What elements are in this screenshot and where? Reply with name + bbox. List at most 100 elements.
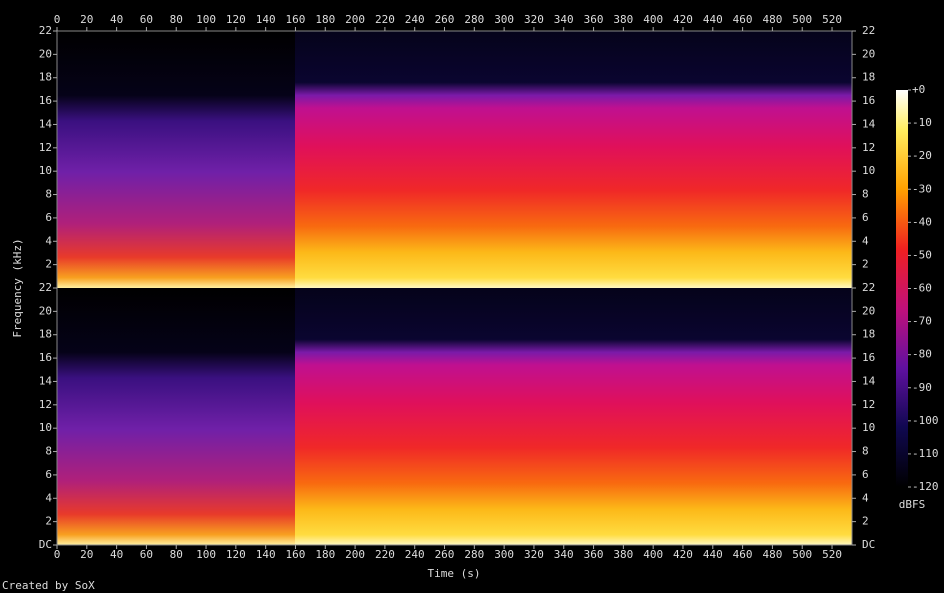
y-tick-label-right: 18 (862, 328, 875, 341)
channel-1-image (57, 31, 852, 288)
x-tick-label-top: 460 (733, 13, 753, 26)
y-axis-label: Frequency (kHz) (11, 238, 24, 337)
x-tick-label-top: 20 (80, 13, 93, 26)
footer: Created by SoX (2, 579, 95, 592)
y-tick-label-left: 20 (39, 304, 52, 317)
x-tick-label-top: 360 (584, 13, 604, 26)
y-tick-label-left: 8 (45, 445, 52, 458)
y-tick-label-left: 6 (45, 211, 52, 224)
colorbar-tick-label: -30 (912, 182, 932, 195)
colorbar-tick-label: -40 (912, 215, 932, 228)
y-tick-label-left: 20 (39, 47, 52, 60)
y-tick-label-right: 10 (862, 164, 875, 177)
y-tick-label-right: 8 (862, 188, 869, 201)
x-tick-label-top: 280 (464, 13, 484, 26)
colorbar-tick-label: -90 (912, 381, 932, 394)
y-tick-label-left: 18 (39, 71, 52, 84)
x-tick-label-top: 500 (792, 13, 812, 26)
y-tick-label-right: 2 (862, 515, 869, 528)
y-tick-label-left: 10 (39, 421, 52, 434)
colorbar-tick-label: -20 (912, 149, 932, 162)
y-tick-label-left: 2 (45, 258, 52, 271)
y-tick-label-right: 2 (862, 258, 869, 271)
x-tick-label-bottom: 60 (140, 548, 153, 561)
y-tick-label-right: 8 (862, 445, 869, 458)
x-tick-label-top: 140 (256, 13, 276, 26)
x-tick-label-top: 180 (315, 13, 335, 26)
x-tick-label-bottom: 40 (110, 548, 123, 561)
y-tick-label-right: 10 (862, 421, 875, 434)
x-tick-label-bottom: 420 (673, 548, 693, 561)
y-tick-label-right: 6 (862, 211, 869, 224)
colorbar-tick-label: -70 (912, 315, 932, 328)
x-tick-label-top: 120 (226, 13, 246, 26)
y-tick-label-right: 16 (862, 351, 875, 364)
y-tick-label-left: 4 (45, 491, 52, 504)
y-tick-label-left: 22 (39, 281, 52, 294)
x-tick-label-top: 260 (435, 13, 455, 26)
x-tick-label-bottom: 400 (643, 548, 663, 561)
y-tick-label-right: 4 (862, 491, 869, 504)
x-tick-label-top: 240 (405, 13, 425, 26)
channel-2-image (57, 288, 852, 545)
x-tick-label-bottom: 200 (345, 548, 365, 561)
x-tick-label-top: 80 (170, 13, 183, 26)
y-tick-label-left: 14 (39, 117, 53, 130)
x-tick-label-bottom: 320 (524, 548, 544, 561)
x-tick-label-top: 520 (822, 13, 842, 26)
x-tick-label-top: 300 (494, 13, 514, 26)
x-tick-label-bottom: 440 (703, 548, 723, 561)
x-tick-label-bottom: 160 (286, 548, 306, 561)
x-tick-label-bottom: 380 (613, 548, 633, 561)
y-tick-label-left: 12 (39, 398, 52, 411)
y-tick-label-left: 10 (39, 164, 52, 177)
y-tick-label-right: 14 (862, 374, 876, 387)
x-tick-label-top: 220 (375, 13, 395, 26)
x-tick-label-bottom: 360 (584, 548, 604, 561)
x-tick-label-bottom: 340 (554, 548, 574, 561)
colorbar (896, 90, 908, 487)
x-tick-label-top: 440 (703, 13, 723, 26)
x-tick-label-top: 340 (554, 13, 574, 26)
colorbar-tick-label: -10 (912, 116, 932, 129)
y-tick-label-left: 14 (39, 374, 53, 387)
x-tick-label-bottom: 300 (494, 548, 514, 561)
x-tick-label-top: 320 (524, 13, 544, 26)
x-tick-label-top: 160 (286, 13, 306, 26)
x-tick-label-top: 0 (54, 13, 61, 26)
y-tick-label-left: 2 (45, 515, 52, 528)
y-tick-label-left: 4 (45, 234, 52, 247)
x-tick-label-bottom: 220 (375, 548, 395, 561)
x-tick-label-top: 420 (673, 13, 693, 26)
colorbar-tick-label: -50 (912, 248, 932, 261)
y-tick-label-right: 20 (862, 304, 875, 317)
x-tick-label-bottom: 260 (435, 548, 455, 561)
x-tick-label-bottom: 0 (54, 548, 61, 561)
y-tick-label-left: 18 (39, 328, 52, 341)
y-tick-label-left: 16 (39, 351, 52, 364)
y-tick-label-right: DC (862, 538, 875, 551)
y-tick-label-right: 18 (862, 71, 875, 84)
x-tick-label-bottom: 280 (464, 548, 484, 561)
x-tick-label-top: 200 (345, 13, 365, 26)
y-tick-label-right: 4 (862, 234, 869, 247)
y-tick-label-left: 12 (39, 141, 52, 154)
colorbar-label: dBFS (899, 498, 926, 511)
x-tick-label-top: 100 (196, 13, 216, 26)
x-tick-label-bottom: 240 (405, 548, 425, 561)
x-tick-label-top: 480 (762, 13, 782, 26)
x-tick-label-top: 40 (110, 13, 123, 26)
y-tick-label-left: DC (39, 538, 52, 551)
x-axis-label: Time (s) (428, 567, 481, 580)
x-tick-label-top: 400 (643, 13, 663, 26)
x-tick-label-bottom: 480 (762, 548, 782, 561)
y-tick-label-right: 20 (862, 47, 875, 60)
colorbar-tick-label: -110 (912, 447, 939, 460)
colorbar-tick-label: -120 (912, 480, 939, 493)
y-tick-label-right: 22 (862, 281, 875, 294)
y-tick-label-left: 22 (39, 24, 52, 37)
colorbar-tick-label: +0 (912, 83, 925, 96)
y-tick-label-right: 6 (862, 468, 869, 481)
x-tick-label-bottom: 80 (170, 548, 183, 561)
